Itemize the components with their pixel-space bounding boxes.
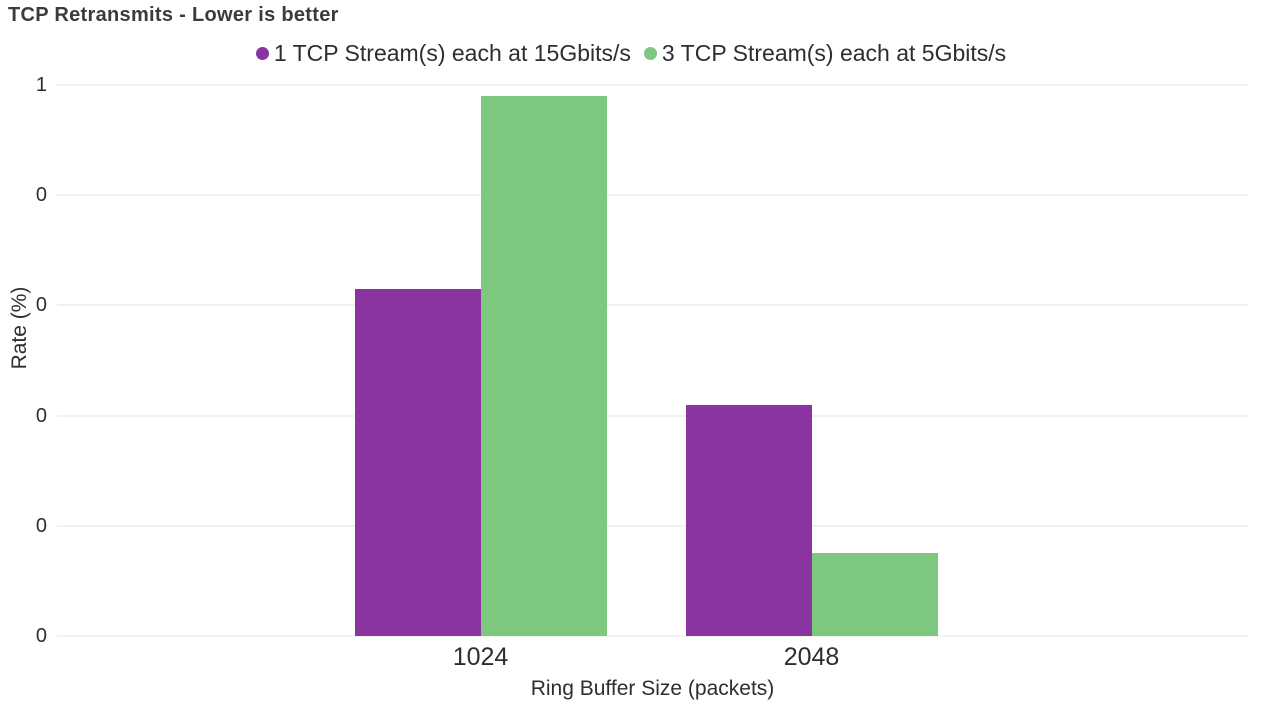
- y-tick-label: 0: [35, 184, 47, 207]
- chart-legend: 1 TCP Stream(s) each at 15Gbits/s 3 TCP …: [0, 40, 1262, 67]
- bar-series2-2048: [811, 553, 938, 636]
- legend-dot-green-icon: [643, 47, 657, 60]
- legend-item-1-tcp-stream: 1 TCP Stream(s) each at 15Gbits/s: [255, 40, 631, 67]
- bar-series1-2048: [685, 404, 812, 636]
- gridline-y-0: [57, 635, 1248, 637]
- bar-series1-1024: [354, 288, 481, 636]
- legend-dot-purple-icon: [255, 47, 269, 60]
- y-tick-label: 0: [35, 514, 47, 537]
- gridline-y-0.4: [57, 414, 1248, 417]
- x-axis-title: Ring Buffer Size (packets): [530, 677, 775, 700]
- x-tick-label-2048: 2048: [783, 643, 840, 671]
- gridline-y-0.6: [57, 304, 1248, 307]
- chart-title: TCP Retransmits - Lower is better: [8, 4, 339, 26]
- y-tick-label: 0: [35, 294, 47, 317]
- y-axis-tick-labels: 0 0 0 0 0 1: [0, 75, 47, 646]
- legend-label: 1 TCP Stream(s) each at 15Gbits/s: [273, 40, 631, 66]
- legend-item-3-tcp-streams: 3 TCP Stream(s) each at 5Gbits/s: [643, 40, 1007, 67]
- y-tick-label: 0: [35, 625, 47, 647]
- legend-label: 3 TCP Stream(s) each at 5Gbits/s: [661, 40, 1007, 66]
- y-tick-label: 0: [35, 404, 47, 427]
- gridline-y-1: [57, 84, 1248, 86]
- gridline-y-0.2: [57, 524, 1248, 527]
- plot-area: [57, 84, 1248, 637]
- x-tick-label-1024: 1024: [452, 643, 509, 671]
- gridline-y-0.8: [57, 194, 1248, 197]
- bar-series2-1024: [480, 96, 607, 636]
- y-tick-label: 1: [35, 74, 47, 96]
